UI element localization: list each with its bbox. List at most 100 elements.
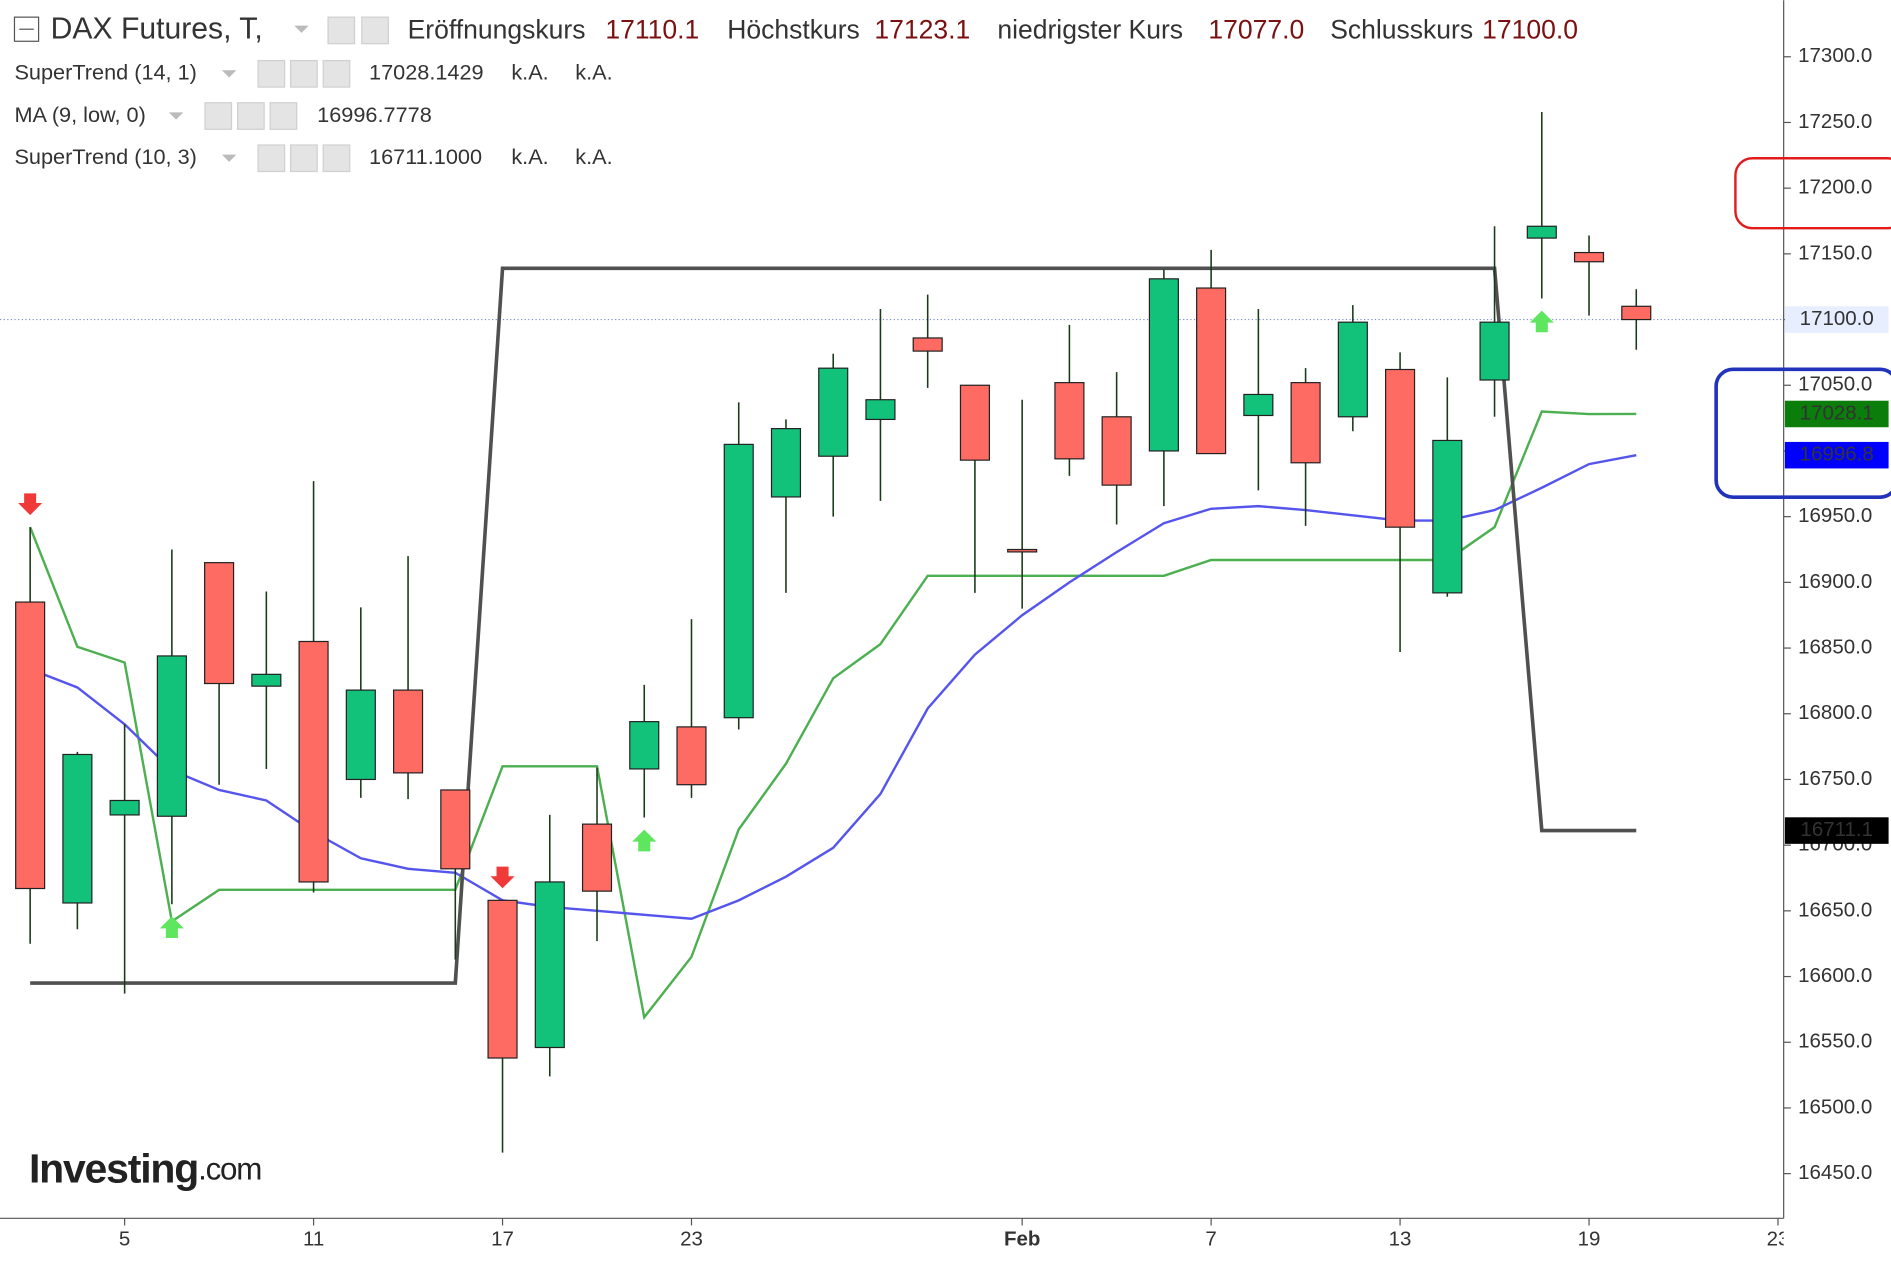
legend-name: MA (9, low, 0) <box>14 102 145 127</box>
candle-body <box>1432 439 1463 594</box>
x-tick-group: 17 <box>491 1218 514 1250</box>
candle-body <box>1337 321 1368 418</box>
y-tick-label: 16800.0 <box>1798 701 1872 724</box>
ohlc-name: Eröffnungskurs <box>408 15 586 45</box>
ohlc-value: 17123.1 <box>874 15 970 45</box>
candle-body <box>156 655 187 817</box>
candle-body <box>1573 251 1605 263</box>
y-tick-label: 16750.0 <box>1798 767 1872 790</box>
y-tick-label: 16500.0 <box>1798 1095 1872 1118</box>
candle-body <box>487 899 518 1059</box>
close-icon <box>322 144 351 173</box>
y-tick-label: 17050.0 <box>1798 373 1872 396</box>
candle-body <box>109 799 140 816</box>
close-icon <box>269 102 298 130</box>
x-tick-group: 19 <box>1578 1218 1600 1250</box>
sell-signal <box>18 493 43 516</box>
candle-body <box>1290 382 1321 464</box>
x-tick-group: 5 <box>119 1218 130 1250</box>
x-tick-label: 17 <box>491 1227 514 1250</box>
candle-body <box>1101 416 1132 486</box>
y-tick-label: 17200.0 <box>1798 176 1872 199</box>
eye-icon[interactable] <box>327 16 356 45</box>
ohlc-header: Eröffnungskurs 17110.1 Höchstkurs 17123.1 ni… <box>408 15 1578 45</box>
candle-body <box>1007 548 1038 553</box>
buy-signal <box>1529 310 1554 333</box>
logo: Investing.com <box>29 1145 261 1191</box>
highlight-red <box>1734 157 1891 230</box>
candle-body <box>534 881 565 1049</box>
price-flag-label: 17028.1 <box>1800 401 1874 424</box>
candle-body <box>676 726 707 786</box>
price-flag <box>1784 400 1889 428</box>
legend-value: 16996.7778 <box>317 102 432 127</box>
price-flag-label: 17100.0 <box>1800 307 1874 330</box>
candle-body <box>912 337 943 352</box>
candle-body <box>1054 382 1085 460</box>
candle-body <box>298 640 329 883</box>
ohlc-name: niedrigster Kurs <box>997 15 1183 45</box>
ohlc-name: Schlusskurs <box>1330 15 1473 45</box>
x-tick-label: 5 <box>119 1227 130 1250</box>
eye-icon <box>257 144 286 173</box>
ohlc-name: Höchstkurs <box>727 15 860 45</box>
candle-body <box>15 601 46 890</box>
price-flag <box>1784 817 1889 844</box>
x-tick-label: 13 <box>1389 1227 1412 1250</box>
gear-icon[interactable] <box>361 16 389 45</box>
indicator-line <box>29 410 1637 1021</box>
legend-param: k.A. <box>575 60 612 85</box>
dropdown[interactable] <box>294 25 309 33</box>
collapse-button[interactable] <box>13 16 40 42</box>
legend-value: 17028.1429 <box>369 60 484 85</box>
candle-body <box>345 689 376 781</box>
candle-body <box>1148 278 1179 452</box>
x-tick-label: 7 <box>1205 1227 1216 1250</box>
x-tick-label: Feb <box>1004 1227 1040 1250</box>
candle-body <box>1621 305 1652 321</box>
logo-brand: Investing <box>29 1145 198 1191</box>
x-tick-group: 13 <box>1389 1218 1412 1250</box>
candle-body <box>629 721 660 770</box>
highlight-blue <box>1714 367 1891 499</box>
sell-signal <box>490 866 515 889</box>
indicator-line <box>30 266 1637 985</box>
ohlc-value: 17100.0 <box>1482 15 1578 45</box>
x-tick-group: 7 <box>1205 1218 1217 1250</box>
indicator-line <box>29 454 1637 920</box>
x-tick-group: 23 <box>1767 1218 1784 1250</box>
legend-name: SuperTrend (14, 1) <box>14 60 196 85</box>
candle-body <box>865 399 896 421</box>
candle-body <box>959 384 991 461</box>
y-tick-label: 17250.0 <box>1798 110 1872 133</box>
y-tick-label: 16900.0 <box>1798 570 1872 593</box>
y-tick-label: 17150.0 <box>1798 241 1872 264</box>
legend: SuperTrend (14, 1) 17028.1429 k.A. k.A. MA (… <box>14 59 613 173</box>
dropdown <box>221 70 237 78</box>
x-tick-group: 23 <box>680 1218 703 1250</box>
candle-body <box>1243 393 1274 417</box>
legend-param: k.A. <box>511 144 548 169</box>
candle-body <box>770 428 802 498</box>
gear-icon <box>290 144 318 173</box>
ohlc-value: 17077.0 <box>1208 15 1304 45</box>
y-tick-label: 17300.0 <box>1798 44 1872 67</box>
candle-body <box>1526 225 1557 239</box>
legend-param: k.A. <box>575 144 612 169</box>
y-tick-label: 16850.0 <box>1798 635 1872 658</box>
candle-body <box>440 789 471 870</box>
x-tick-label: 23 <box>680 1227 703 1250</box>
candle-body <box>1385 368 1416 528</box>
y-tick-label: 16600.0 <box>1798 964 1872 987</box>
gear-icon <box>290 59 318 88</box>
candle-body <box>581 823 613 892</box>
y-tick-label: 16950.0 <box>1798 504 1872 527</box>
candle-body <box>62 753 93 904</box>
price-flag-label: 16996.8 <box>1800 443 1874 466</box>
eye-icon <box>257 59 286 88</box>
price-flag <box>1784 441 1889 469</box>
dropdown <box>168 112 184 120</box>
candle-body <box>723 443 754 719</box>
